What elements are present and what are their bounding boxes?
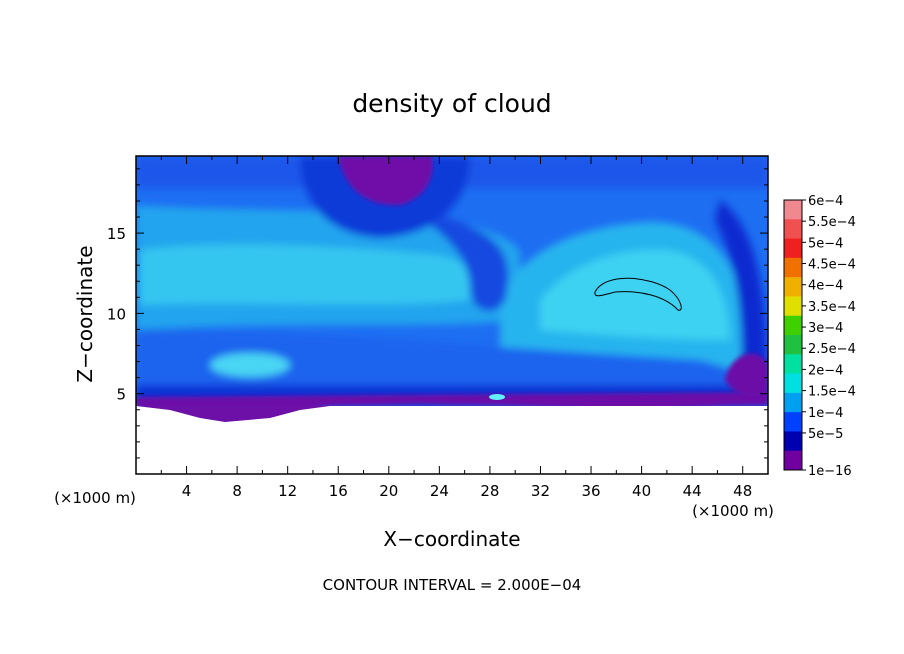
colorbar-label: 1e−4 [808, 406, 843, 421]
colorbar-label: 5.5e−4 [808, 215, 856, 230]
colorbar-swatch [784, 431, 802, 452]
colorbar-swatch [784, 277, 802, 297]
cyan-spot-x29 [489, 394, 505, 400]
colorbar: 6e−4 5.5e−4 5e−4 4.5e−4 4e−4 3.5e−4 3e−4 2.5e−4… [783, 194, 856, 479]
y-tick-label: 10 [107, 305, 126, 323]
y-tick-label: 15 [107, 225, 126, 243]
x-tick-label: 24 [430, 482, 449, 500]
x-axis-unit-left: (×1000 m) [54, 489, 136, 507]
colorbar-label: 4.5e−4 [808, 258, 856, 273]
x-tick-label: 16 [329, 482, 348, 500]
y-tick-label: 5 [116, 386, 126, 404]
colorbar-frame [783, 199, 803, 471]
x-tick-label: 44 [683, 482, 702, 500]
colorbar-swatch [784, 296, 802, 317]
colorbar-label: 5e−4 [808, 236, 843, 251]
colorbar-label: 1e−16 [808, 464, 852, 479]
colorbar-label: 6e−4 [808, 194, 843, 209]
x-tick-label: 8 [232, 482, 242, 500]
cyan-arc-lower-left [210, 353, 290, 377]
colorbar-label: 4e−4 [808, 279, 843, 294]
purple-ground-layer [136, 392, 768, 422]
purple-top-region [338, 156, 433, 206]
contour-interval-note: CONTOUR INTERVAL = 2.000E−04 [323, 576, 582, 594]
colorbar-swatch [784, 219, 802, 240]
colorbar-swatch [784, 354, 802, 375]
cyan-core-left [140, 244, 474, 305]
y-axis-label: Z−coordinate [73, 245, 97, 382]
colorbar-label: 2e−4 [808, 363, 843, 378]
purple-bottom-edge [136, 406, 330, 422]
x-axis-unit-right: (×1000 m) [692, 502, 774, 520]
colorbar-label: 3e−4 [808, 321, 843, 336]
colorbar-swatch [784, 238, 802, 259]
cyan-dome-core [540, 249, 730, 340]
contour-2e-4-loop [594, 277, 682, 311]
colorbar-swatch [784, 392, 802, 413]
colorbar-swatch [784, 200, 802, 220]
plot-frame [135, 155, 769, 475]
x-axis-ticks: 4 8 12 16 20 24 28 32 36 40 44 48 [160, 156, 752, 500]
dark-blue-diagonal [430, 215, 509, 311]
colorbar-label: 3.5e−4 [808, 300, 856, 315]
purple-right-curl [725, 353, 768, 397]
x-axis-label: X−coordinate [383, 527, 520, 551]
x-tick-label: 32 [531, 482, 550, 500]
colorbar-swatch [784, 335, 802, 355]
x-tick-label: 40 [632, 482, 651, 500]
chart-title: density of cloud [352, 89, 551, 118]
heatmap-field [136, 156, 768, 474]
x-tick-label: 4 [182, 482, 192, 500]
colorbar-label: 1.5e−4 [808, 385, 856, 400]
colorbar-swatch [784, 412, 802, 432]
x-tick-label: 36 [581, 482, 600, 500]
x-tick-label: 20 [379, 482, 398, 500]
x-tick-label: 28 [480, 482, 499, 500]
x-tick-label: 48 [733, 482, 752, 500]
colorbar-swatch [784, 373, 802, 394]
colorbar-swatch [784, 257, 802, 278]
x-tick-label: 12 [278, 482, 297, 500]
y-axis-ticks: 5 10 15 [107, 168, 768, 459]
colorbar-label: 2.5e−4 [808, 342, 856, 357]
colorbar-swatch [784, 315, 802, 336]
colorbar-swatch [784, 450, 802, 471]
colorbar-label: 5e−5 [808, 427, 843, 442]
